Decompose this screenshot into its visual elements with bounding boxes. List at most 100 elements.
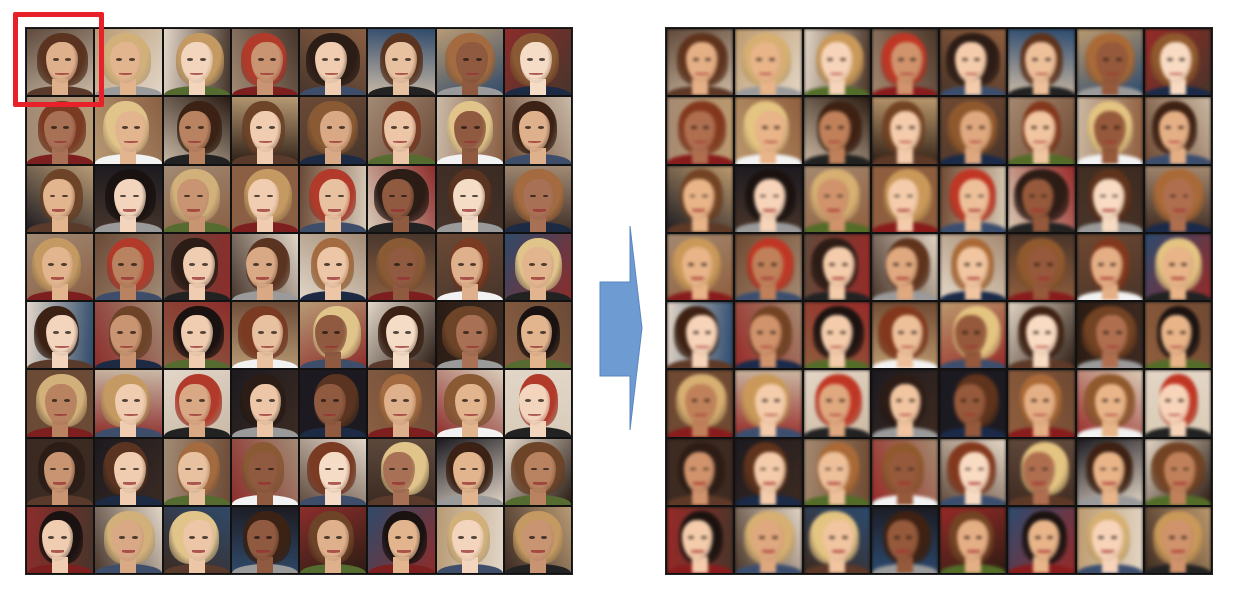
mouth <box>1171 550 1185 553</box>
face <box>1027 247 1060 289</box>
eye <box>824 194 830 198</box>
mouth <box>828 140 842 144</box>
face-tile <box>940 302 1007 369</box>
eye <box>187 331 194 334</box>
neck <box>692 79 709 96</box>
face <box>44 110 77 152</box>
mouth <box>898 140 913 144</box>
eye <box>119 535 126 539</box>
eye <box>1099 194 1106 198</box>
eye <box>961 331 968 334</box>
neck <box>529 79 546 96</box>
eye <box>966 126 973 130</box>
face <box>957 247 990 289</box>
face <box>890 42 923 84</box>
face-tile <box>368 506 435 573</box>
eye <box>1110 262 1117 266</box>
eye <box>688 262 695 266</box>
neck <box>52 215 69 232</box>
face-tile <box>504 233 571 300</box>
eye <box>52 58 59 61</box>
face-tile <box>231 438 298 505</box>
mouth <box>896 209 911 212</box>
eye <box>1177 126 1184 130</box>
face <box>180 42 213 84</box>
eye <box>898 331 905 334</box>
face-tile <box>871 29 938 96</box>
mouth <box>964 345 978 349</box>
eye <box>526 58 533 61</box>
face <box>178 451 210 493</box>
eye <box>1045 331 1052 334</box>
neck <box>1169 557 1186 573</box>
mouth <box>392 482 406 485</box>
eye <box>1179 58 1186 61</box>
eye <box>703 126 710 130</box>
eye <box>761 126 768 130</box>
neck <box>529 557 546 573</box>
neck <box>393 147 410 164</box>
face <box>958 451 991 493</box>
face-tile <box>871 438 938 505</box>
neck <box>828 488 845 505</box>
face-tile <box>735 506 802 573</box>
face-tile <box>231 29 298 96</box>
neck <box>1033 79 1050 96</box>
eye <box>1168 262 1175 266</box>
face-tile <box>27 165 94 232</box>
face-tile <box>1144 165 1211 232</box>
eye <box>1034 535 1041 539</box>
eye <box>270 58 277 61</box>
eye <box>257 58 264 61</box>
face-tile <box>504 438 571 505</box>
face-tile <box>368 370 435 437</box>
eye <box>129 58 135 61</box>
face <box>518 110 551 152</box>
eye <box>323 535 330 539</box>
mouth <box>260 72 274 76</box>
mouth <box>123 209 137 212</box>
eye <box>323 262 330 266</box>
eye <box>976 262 983 266</box>
face <box>454 110 487 152</box>
neck <box>1169 147 1186 164</box>
face <box>177 178 210 220</box>
eye <box>472 467 479 471</box>
neck <box>120 420 137 437</box>
face-tile <box>436 97 503 164</box>
neck <box>1169 284 1186 300</box>
face <box>111 247 144 289</box>
mouth <box>827 482 841 485</box>
eye <box>64 399 71 403</box>
mouth <box>462 209 476 212</box>
face <box>1091 247 1123 289</box>
eye <box>771 535 778 539</box>
eye <box>187 58 194 61</box>
mouth <box>963 413 977 417</box>
neck <box>896 557 913 573</box>
face-tile <box>300 233 367 300</box>
face-tile <box>436 302 503 369</box>
eye <box>1030 399 1037 403</box>
eye <box>839 58 846 61</box>
neck <box>896 352 913 369</box>
face-tile <box>27 506 94 573</box>
mouth <box>969 140 983 144</box>
face-tile <box>1008 165 1075 232</box>
mouth <box>188 140 202 144</box>
eye <box>470 262 477 266</box>
eye <box>960 399 967 403</box>
face-tile <box>504 97 571 164</box>
face <box>115 110 147 152</box>
face-tile <box>1008 97 1075 164</box>
face <box>1028 520 1060 562</box>
neck <box>760 147 777 164</box>
eye <box>1112 194 1119 198</box>
mouth <box>1035 345 1049 349</box>
face <box>817 178 850 220</box>
eye <box>65 58 72 61</box>
eye <box>52 331 59 334</box>
face-tile <box>300 165 367 232</box>
face <box>519 42 552 84</box>
eye <box>390 399 397 403</box>
